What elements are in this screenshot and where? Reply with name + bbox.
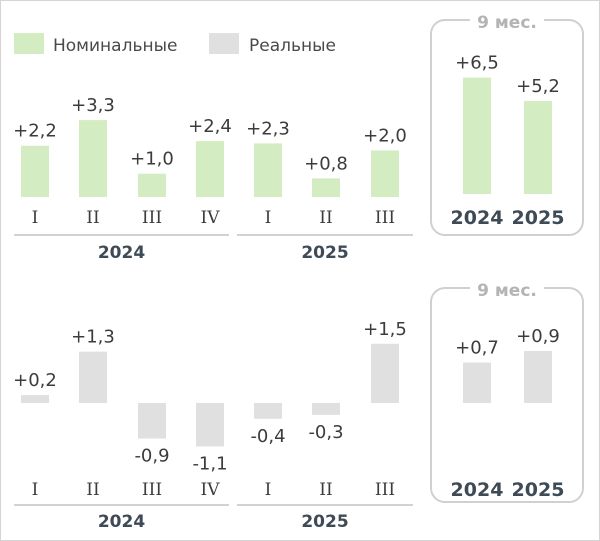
summary-bar [524,100,552,194]
x-tick-label: IV [201,208,221,228]
bar [21,395,49,403]
bar [254,143,282,197]
summary-data-label: +0,9 [516,326,560,347]
bar [254,403,282,419]
bar [138,403,166,439]
summary-title-gap [470,284,544,294]
legend-swatch-real [209,33,239,54]
summary-data-label: +6,5 [455,53,499,74]
data-label: +0,8 [304,153,348,174]
bar [196,141,224,197]
x-tick-label: III [375,480,395,500]
summary-year-label: 2024 [451,207,504,229]
x-tick-label: II [86,480,99,500]
x-tick-label: II [319,208,332,228]
data-label: +0,2 [13,370,57,391]
x-tick-label: I [265,208,272,228]
bar [79,351,107,403]
summary-data-label: +0,7 [455,338,499,359]
x-tick-label: II [86,208,99,228]
x-tick-label: III [375,208,395,228]
x-tick-label: III [142,480,162,500]
year-label: 2025 [301,243,348,263]
bar [312,178,340,197]
x-tick-label: I [32,480,39,500]
bar [196,403,224,447]
summary-title: 9 мес. [477,281,537,301]
data-label: +2,4 [188,116,232,137]
summary-box [430,19,584,236]
x-tick-label: II [319,480,332,500]
data-label: +3,3 [71,95,115,116]
data-label: -0,4 [250,426,285,447]
data-label: -1,1 [192,453,227,474]
summary-year-label: 2025 [512,479,565,501]
x-tick-label: I [32,208,39,228]
summary-title: 9 мес. [477,13,537,33]
data-label: +1,0 [130,149,174,170]
data-label: +2,0 [363,125,407,146]
summary-year-label: 2025 [512,207,565,229]
legend-label-nominal: Номинальные [53,36,177,56]
plot-area: +2,2I+3,3II+1,0III+2,4IV2024+2,3I+0,8II+… [13,13,584,532]
summary-title-gap [470,16,544,26]
legend-label-real: Реальные [249,36,336,56]
year-label: 2024 [98,512,145,532]
bar [312,403,340,415]
x-tick-label: I [265,480,272,500]
bar [371,343,399,403]
data-label: -0,9 [134,446,169,467]
bar [371,150,399,197]
data-label: +2,2 [13,121,57,142]
data-label: +2,3 [246,118,290,139]
bar [138,173,166,197]
bar [21,145,49,197]
summary-year-label: 2024 [451,479,504,501]
x-tick-label: III [142,208,162,228]
summary-box [430,287,584,503]
year-label: 2024 [98,243,145,263]
data-label: +1,5 [363,319,407,340]
x-tick-label: IV [201,480,221,500]
summary-bar [463,77,491,194]
legend-swatch-nominal [14,33,44,54]
data-label: -0,3 [308,422,343,443]
year-label: 2025 [301,512,348,532]
summary-bar [524,350,552,403]
summary-data-label: +5,2 [516,76,560,97]
bar [79,120,107,197]
summary-bar [463,362,491,403]
data-label: +1,3 [71,327,115,348]
